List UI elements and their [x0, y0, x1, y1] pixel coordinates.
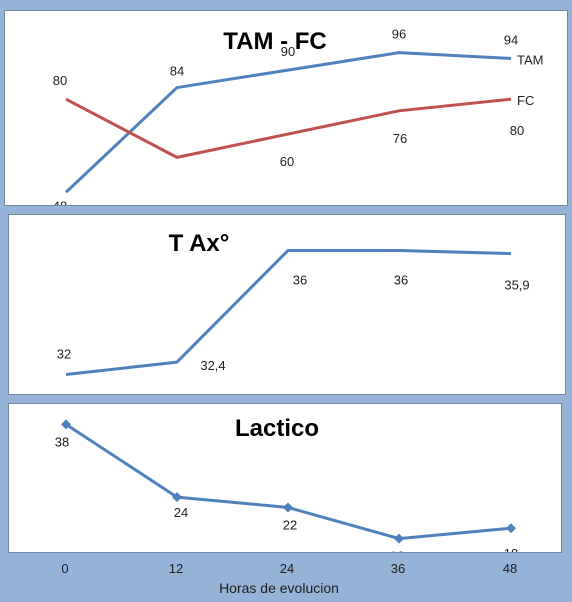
- data-label: 96: [392, 27, 406, 42]
- x-tick-label: 48: [503, 561, 517, 576]
- series-line: [65, 249, 512, 376]
- data-label: 76: [393, 131, 407, 146]
- chart-title: Lactico: [235, 415, 319, 442]
- data-label: 80: [53, 73, 67, 88]
- x-tick-label: 12: [169, 561, 183, 576]
- chart-svg-temperature: T Ax° 32 32,4 36 36 35,9: [57, 230, 530, 376]
- data-point-marker: [283, 502, 293, 513]
- x-axis: 0 12 24 36 48 Horas de evolucion: [61, 561, 517, 596]
- data-label: 32,4: [200, 358, 225, 373]
- series-label: TAM: [517, 52, 543, 67]
- data-label: 24: [174, 505, 188, 520]
- data-label: 84: [170, 64, 184, 79]
- series-line: [64, 51, 512, 194]
- data-label: 38: [55, 434, 69, 449]
- chart-panel-tam-fc: TAM - FC 48 84 90 96 94 TAM 80 60 76 80 FC: [4, 10, 568, 206]
- data-label: 22: [283, 517, 297, 532]
- data-label: 90: [281, 44, 295, 59]
- data-label: 36: [293, 273, 307, 288]
- data-point-marker: [394, 533, 404, 544]
- data-label: 36: [394, 273, 408, 288]
- data-point-marker: [506, 523, 516, 534]
- data-label: 60: [280, 154, 294, 169]
- chart-panel-temperature: T Ax° 32 32,4 36 36 35,9: [8, 214, 566, 395]
- data-label: 94: [504, 32, 518, 47]
- x-axis-label: Horas de evolucion: [219, 580, 339, 596]
- chart-title: T Ax°: [169, 230, 230, 257]
- data-point-marker: [61, 419, 71, 430]
- chart-svg-lactico: Lactico 38 24 22 16 18: [55, 415, 518, 553]
- data-point-marker: [172, 492, 182, 503]
- x-tick-label: 24: [280, 561, 294, 576]
- data-label: 35,9: [504, 278, 529, 293]
- chart-title: TAM - FC: [223, 28, 327, 55]
- chart-panel-lactico: Lactico 38 24 22 16 18: [8, 403, 562, 553]
- chart-svg-tam-fc: TAM - FC 48 84 90 96 94 TAM 80 60 76 80 FC: [53, 27, 544, 206]
- data-label: 80: [510, 123, 524, 138]
- data-label: 16: [390, 549, 404, 553]
- series-label: FC: [517, 93, 534, 108]
- x-tick-label: 0: [61, 561, 68, 576]
- data-label: 32: [57, 347, 71, 362]
- data-label: 18: [504, 546, 518, 553]
- x-tick-label: 36: [391, 561, 405, 576]
- data-label: 48: [53, 198, 67, 206]
